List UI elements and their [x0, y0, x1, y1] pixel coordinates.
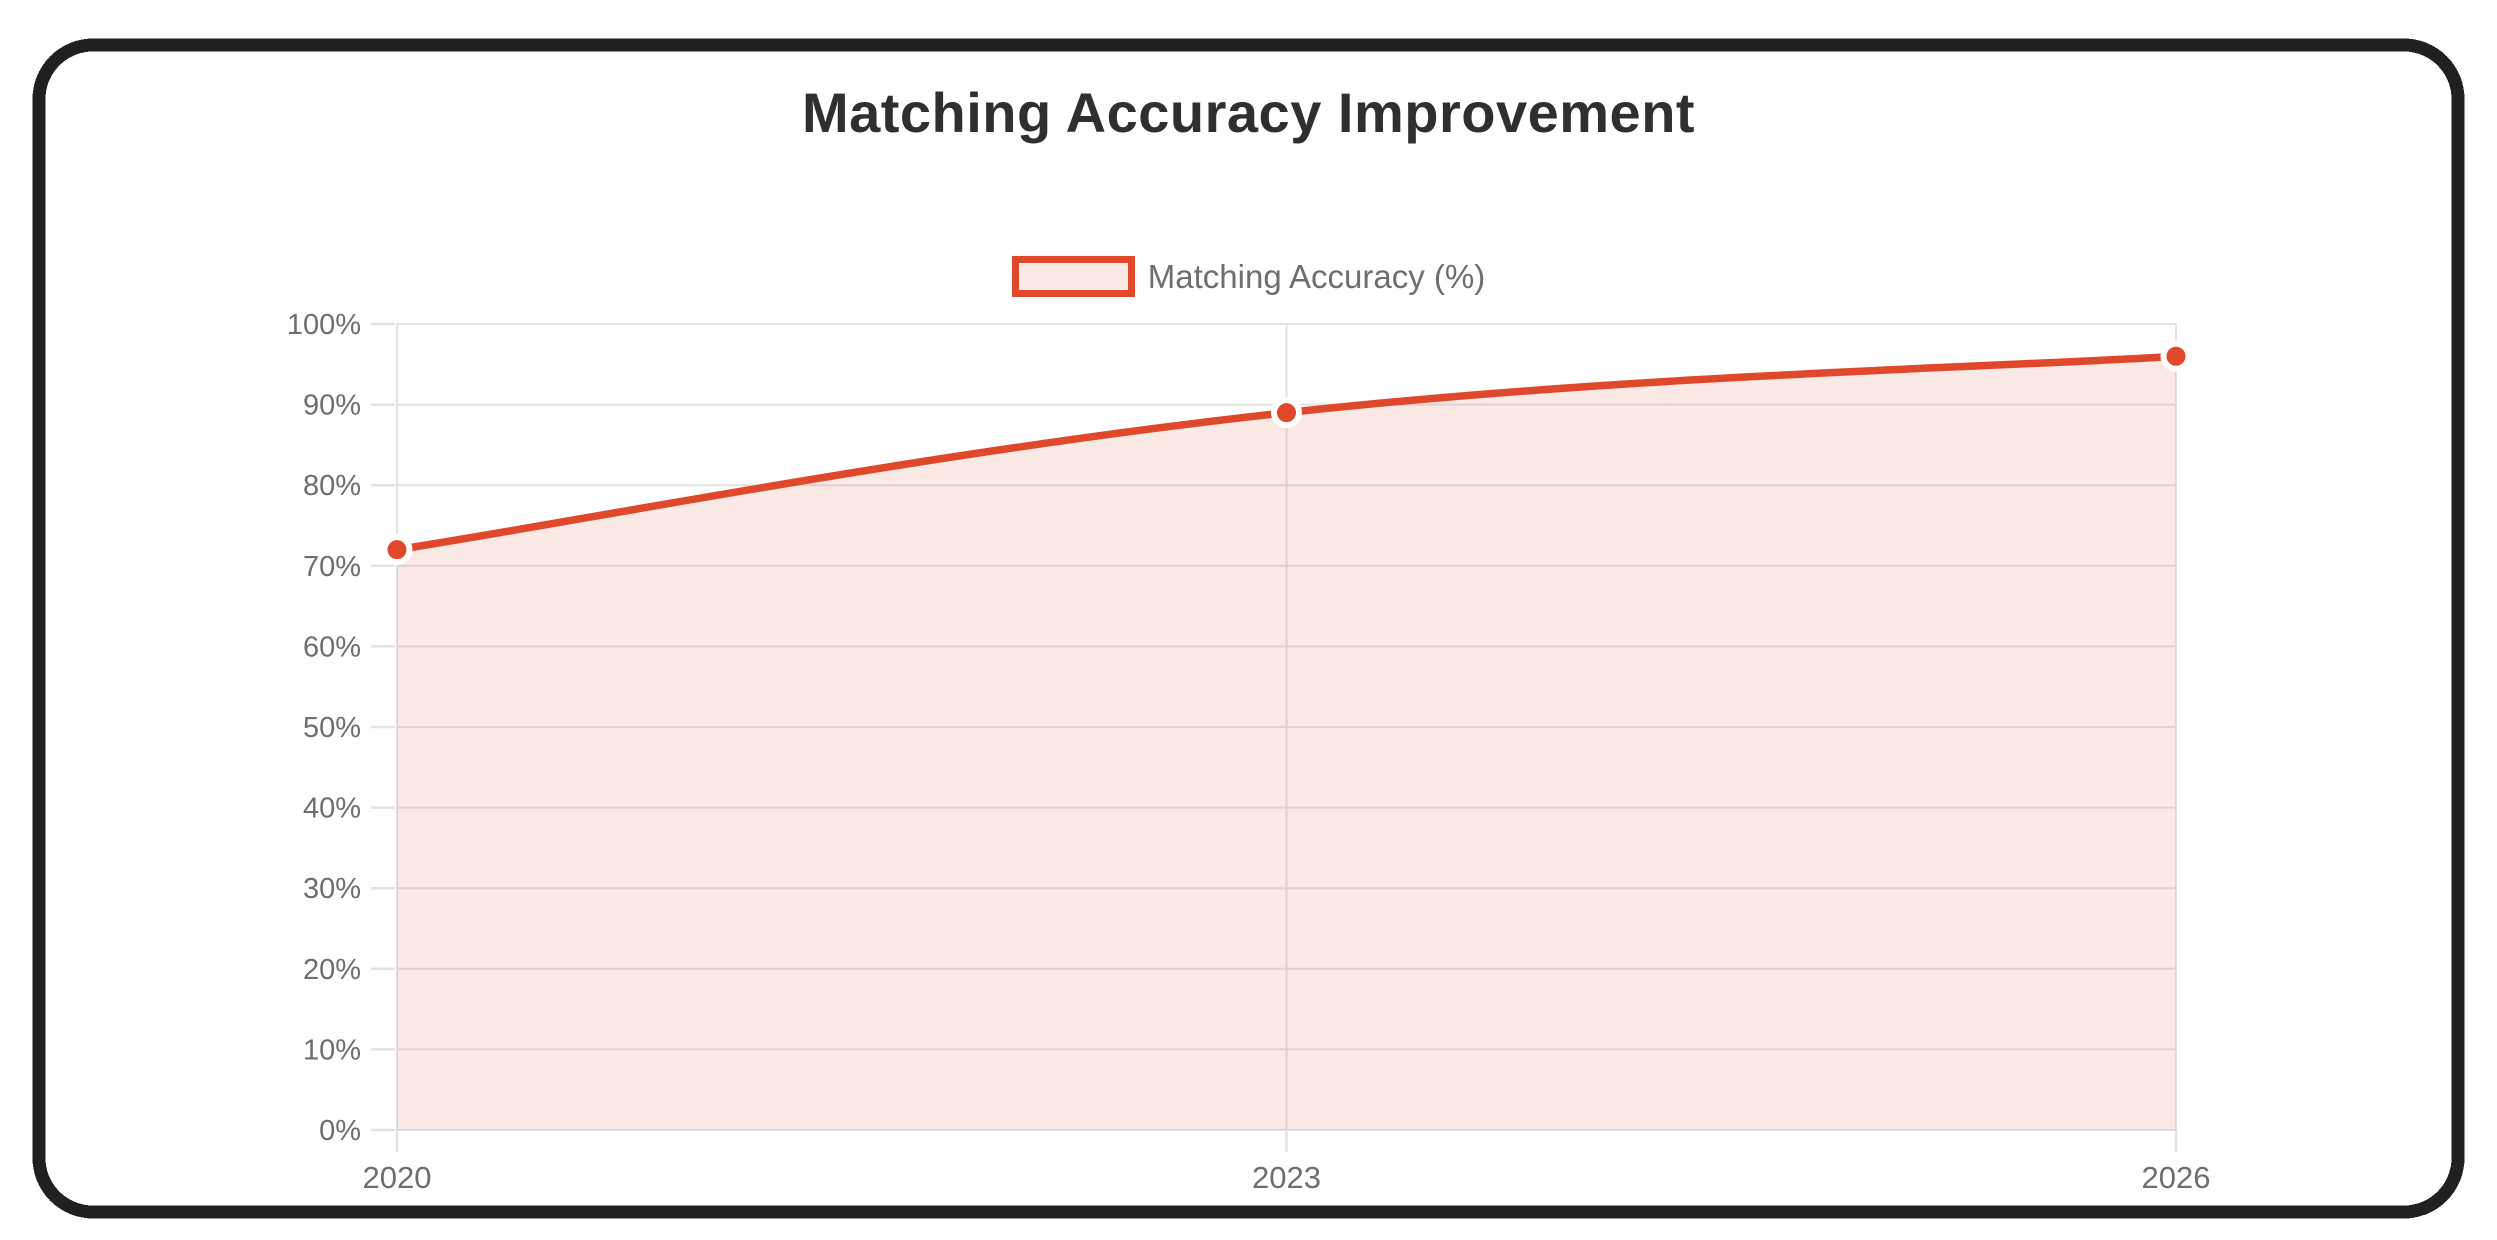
y-tick-label: 30%: [303, 873, 361, 905]
x-tick-label: 2023: [1252, 1160, 1321, 1195]
legend-swatch: [1011, 256, 1135, 297]
y-tick-label: 60%: [303, 631, 361, 663]
legend-item-matching-accuracy[interactable]: Matching Accuracy (%): [1011, 256, 1486, 297]
y-tick-label: 40%: [303, 793, 361, 825]
y-tick-label: 80%: [303, 470, 361, 502]
area-fill: [397, 356, 2176, 1130]
y-tick-label: 50%: [303, 712, 361, 744]
y-tick-label: 90%: [303, 390, 361, 422]
data-point[interactable]: [1271, 397, 1302, 429]
x-tick-label: 2020: [363, 1160, 432, 1195]
y-tick-label: 70%: [303, 551, 361, 583]
y-tick-label: 10%: [303, 1034, 361, 1066]
x-tick-label: 2026: [2142, 1160, 2211, 1195]
legend-label: Matching Accuracy (%): [1147, 258, 1486, 295]
chart-title: Matching Accuracy Improvement: [801, 81, 1696, 144]
y-tick-label: 100%: [287, 309, 361, 341]
legend: Matching Accuracy (%): [0, 256, 2497, 297]
data-point[interactable]: [2160, 340, 2192, 372]
y-tick-label: 20%: [303, 954, 361, 986]
data-point[interactable]: [381, 534, 413, 566]
y-tick-label: 0%: [319, 1115, 361, 1147]
